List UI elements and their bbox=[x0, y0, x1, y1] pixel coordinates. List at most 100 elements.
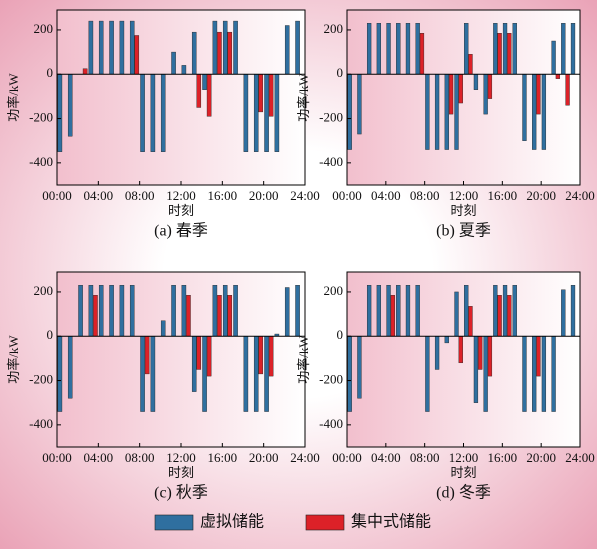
legend-label: 集中式储能 bbox=[351, 513, 431, 531]
bar bbox=[357, 74, 362, 135]
y-tick-label: 200 bbox=[34, 21, 54, 36]
x-tick-label: 08:00 bbox=[410, 188, 440, 203]
x-axis-label: 时刻 bbox=[168, 203, 194, 218]
y-tick-label: -200 bbox=[29, 110, 53, 125]
bar bbox=[425, 336, 430, 412]
bar bbox=[434, 74, 440, 150]
panel-caption: (c) 秋季 bbox=[154, 484, 208, 502]
x-tick-label: 24:00 bbox=[565, 188, 595, 203]
bar bbox=[93, 295, 98, 337]
bar bbox=[454, 291, 459, 337]
bar bbox=[109, 20, 114, 75]
bar bbox=[284, 25, 290, 75]
y-tick-label: -400 bbox=[29, 416, 53, 431]
bar bbox=[98, 285, 104, 337]
bar bbox=[555, 74, 561, 79]
bar bbox=[217, 295, 222, 337]
bar bbox=[57, 336, 63, 412]
bar bbox=[274, 74, 280, 152]
x-tick-label: 12:00 bbox=[166, 450, 196, 465]
bar bbox=[181, 285, 187, 337]
x-tick-label: 20:00 bbox=[526, 450, 556, 465]
bar bbox=[129, 285, 135, 337]
bar bbox=[419, 33, 425, 75]
bar bbox=[140, 74, 145, 152]
x-tick-label: 24:00 bbox=[290, 450, 320, 465]
bar bbox=[119, 285, 125, 337]
bar bbox=[473, 336, 479, 403]
bar bbox=[458, 336, 463, 364]
bar bbox=[512, 285, 517, 337]
y-tick-label: 200 bbox=[324, 21, 344, 36]
bar bbox=[191, 31, 197, 75]
bar bbox=[396, 23, 401, 75]
bar bbox=[150, 336, 156, 412]
x-tick-label: 20:00 bbox=[249, 188, 279, 203]
bar bbox=[390, 295, 395, 337]
y-tick-label: -400 bbox=[319, 154, 343, 169]
x-tick-label: 00:00 bbox=[332, 450, 362, 465]
bar bbox=[243, 336, 249, 412]
y-tick-label: 0 bbox=[47, 327, 54, 342]
bar bbox=[160, 74, 166, 152]
bar bbox=[386, 285, 391, 337]
legend-label: 虚拟储能 bbox=[200, 513, 264, 531]
bar bbox=[532, 74, 537, 150]
bar bbox=[268, 336, 274, 377]
bar bbox=[386, 23, 391, 75]
bar bbox=[448, 74, 454, 115]
panel-caption: (b) 夏季 bbox=[436, 222, 491, 240]
bar bbox=[532, 336, 537, 412]
x-axis-label: 时刻 bbox=[450, 465, 476, 480]
bar bbox=[243, 74, 249, 152]
bar bbox=[88, 285, 94, 337]
bar bbox=[405, 285, 411, 337]
bar bbox=[570, 23, 576, 75]
bar bbox=[217, 31, 222, 75]
x-tick-label: 08:00 bbox=[410, 450, 440, 465]
bar bbox=[140, 336, 145, 412]
bar bbox=[561, 23, 566, 75]
y-axis-label: 功率/kW bbox=[6, 73, 21, 122]
bar bbox=[507, 33, 512, 75]
bar bbox=[171, 285, 176, 337]
bar bbox=[468, 306, 473, 337]
bar bbox=[295, 285, 300, 337]
y-tick-label: -200 bbox=[319, 372, 343, 387]
bar bbox=[202, 336, 207, 412]
bar bbox=[444, 74, 449, 150]
x-axis-label: 时刻 bbox=[168, 465, 194, 480]
bar bbox=[483, 336, 488, 412]
bar bbox=[160, 320, 166, 337]
bar bbox=[478, 336, 483, 370]
bar bbox=[487, 336, 493, 377]
bar bbox=[264, 336, 269, 412]
bar bbox=[522, 74, 527, 141]
bar bbox=[258, 336, 264, 375]
x-tick-label: 12:00 bbox=[449, 188, 479, 203]
bar bbox=[366, 23, 372, 75]
bar bbox=[347, 336, 352, 412]
x-tick-label: 00:00 bbox=[42, 188, 72, 203]
x-tick-label: 24:00 bbox=[290, 188, 320, 203]
y-tick-label: -400 bbox=[29, 154, 53, 169]
x-tick-label: 16:00 bbox=[208, 188, 238, 203]
bar bbox=[454, 74, 459, 150]
bar bbox=[493, 23, 498, 75]
legend-swatch bbox=[305, 514, 345, 531]
bar bbox=[253, 74, 259, 152]
bar bbox=[129, 20, 135, 75]
y-tick-label: 0 bbox=[337, 65, 344, 80]
bar bbox=[425, 74, 430, 150]
x-tick-label: 20:00 bbox=[526, 188, 556, 203]
bar bbox=[512, 23, 517, 75]
y-tick-label: -200 bbox=[29, 372, 53, 387]
bar bbox=[233, 285, 238, 337]
x-tick-label: 08:00 bbox=[125, 188, 155, 203]
bar bbox=[502, 23, 508, 75]
x-tick-label: 20:00 bbox=[249, 450, 279, 465]
bar bbox=[186, 295, 191, 337]
bar bbox=[444, 336, 449, 344]
x-axis-label: 时刻 bbox=[450, 203, 476, 218]
bar bbox=[206, 336, 212, 377]
